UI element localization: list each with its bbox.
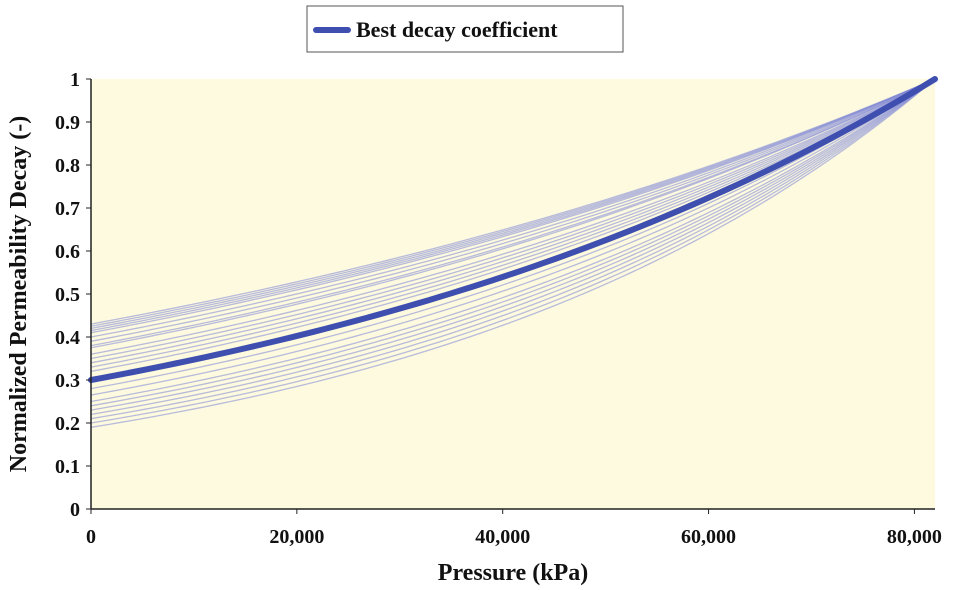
ensemble-line-3	[90, 78, 936, 330]
ensemble-line-13	[90, 78, 936, 368]
legend-label-best: Best decay coefficient	[356, 17, 558, 42]
ensemble-line-16	[90, 78, 936, 396]
y-tick-label: 0.1	[55, 456, 80, 478]
y-tick-label: 0.7	[55, 198, 80, 220]
ensemble-line-9	[90, 78, 936, 349]
x-tick-label: 0	[86, 526, 96, 548]
ensemble-line-6	[90, 78, 936, 338]
x-tick-label: 80,000	[887, 526, 942, 548]
ensemble-line-14	[90, 78, 936, 373]
ensemble-line-12	[90, 78, 936, 364]
y-tick-group: 0 0.1 0.2 0.3 0.4 0.5 0.6 0.7 0.8 0.9 1	[55, 69, 91, 521]
ensemble-line-7	[90, 78, 936, 342]
ensemble-line-1	[90, 78, 936, 325]
ensemble-line-2	[90, 78, 936, 327]
x-tick-label: 60,000	[681, 526, 736, 548]
ensemble-line-17	[90, 78, 936, 403]
ensemble-line-4	[90, 78, 936, 332]
ensemble-line-18	[90, 78, 936, 407]
y-tick-label: 0.6	[55, 241, 80, 263]
ensemble-line-10	[90, 78, 936, 355]
x-axis-title: Pressure (kPa)	[438, 560, 588, 586]
y-tick-label: 0.9	[55, 112, 80, 134]
y-tick-label: 1	[70, 69, 80, 91]
ensemble-line-21	[90, 78, 936, 420]
y-tick-label: 0.5	[55, 284, 80, 306]
ensemble-line-5	[90, 78, 936, 334]
best-decay-line	[88, 76, 938, 383]
legend: Best decay coefficient	[306, 5, 624, 53]
best-line-group	[88, 76, 938, 383]
x-tick-label: 40,000	[475, 526, 530, 548]
ensemble-line-20	[90, 78, 936, 416]
y-tick-label: 0.3	[55, 370, 80, 392]
y-tick-label: 0.8	[55, 155, 80, 177]
ensemble-line-19	[90, 78, 936, 411]
legend-box	[306, 5, 624, 53]
ensemble-line-11	[90, 78, 936, 360]
y-tick-label: 0.2	[55, 413, 80, 435]
y-tick-label: 0.4	[55, 327, 80, 349]
x-tick-label: 20,000	[269, 526, 324, 548]
ensemble-lines	[90, 78, 936, 428]
y-axis-title: Normalized Permeability Decay (-)	[6, 116, 32, 473]
y-tick-label: 0	[70, 499, 80, 521]
ensemble-line-23	[90, 78, 936, 428]
x-tick-group: 0 20,000 40,000 60,000 80,000	[86, 509, 942, 548]
ensemble-line-22	[90, 78, 936, 424]
ensemble-line-15	[90, 78, 936, 390]
ensemble-line-8	[90, 78, 936, 347]
